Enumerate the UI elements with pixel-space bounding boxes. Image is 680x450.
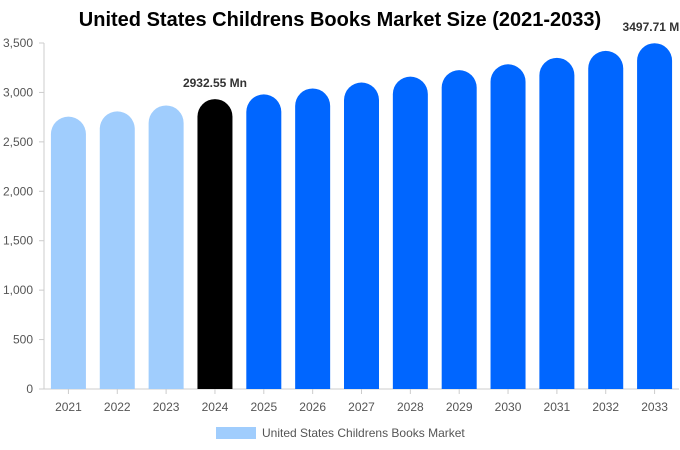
x-tick-label: 2023 <box>153 400 180 414</box>
y-tick-label: 3,000 <box>3 85 33 99</box>
legend-label: United States Childrens Books Market <box>262 426 465 440</box>
bar <box>246 94 282 390</box>
bar <box>392 76 428 390</box>
y-tick-label: 1,000 <box>3 283 33 297</box>
x-tick-label: 2028 <box>397 400 424 414</box>
legend-swatch <box>216 427 256 439</box>
y-tick-label: 2,000 <box>3 184 33 198</box>
x-tick-label: 2031 <box>544 400 571 414</box>
bar <box>539 57 575 389</box>
x-tick-label: 2030 <box>495 400 522 414</box>
y-tick-label: 1,500 <box>3 234 33 248</box>
bar <box>588 50 624 389</box>
x-tick-label: 2033 <box>641 400 668 414</box>
y-tick-label: 2,500 <box>3 135 33 149</box>
x-tick-label: 2032 <box>592 400 619 414</box>
data-label: 3497.71 Mn <box>623 20 680 34</box>
y-tick-label: 0 <box>26 382 33 396</box>
x-tick-label: 2021 <box>55 400 82 414</box>
bar <box>99 111 135 389</box>
bar <box>490 64 526 390</box>
bar <box>441 70 477 389</box>
legend: United States Childrens Books Market <box>216 426 465 440</box>
y-tick-label: 3,500 <box>3 36 33 50</box>
x-tick-label: 2026 <box>299 400 326 414</box>
x-tick-label: 2029 <box>446 400 473 414</box>
x-tick-label: 2022 <box>104 400 131 414</box>
bar <box>148 105 184 389</box>
x-tick-label: 2025 <box>250 400 277 414</box>
bar <box>637 43 673 390</box>
bar <box>344 82 379 390</box>
bar <box>295 88 331 389</box>
data-label: 2932.55 Mn <box>183 76 247 90</box>
x-tick-label: 2024 <box>202 400 229 414</box>
chart-title: United States Childrens Books Market Siz… <box>78 9 602 31</box>
bar <box>197 99 233 389</box>
bar <box>50 116 86 390</box>
y-tick-label: 500 <box>13 333 33 347</box>
x-tick-label: 2027 <box>348 400 375 414</box>
